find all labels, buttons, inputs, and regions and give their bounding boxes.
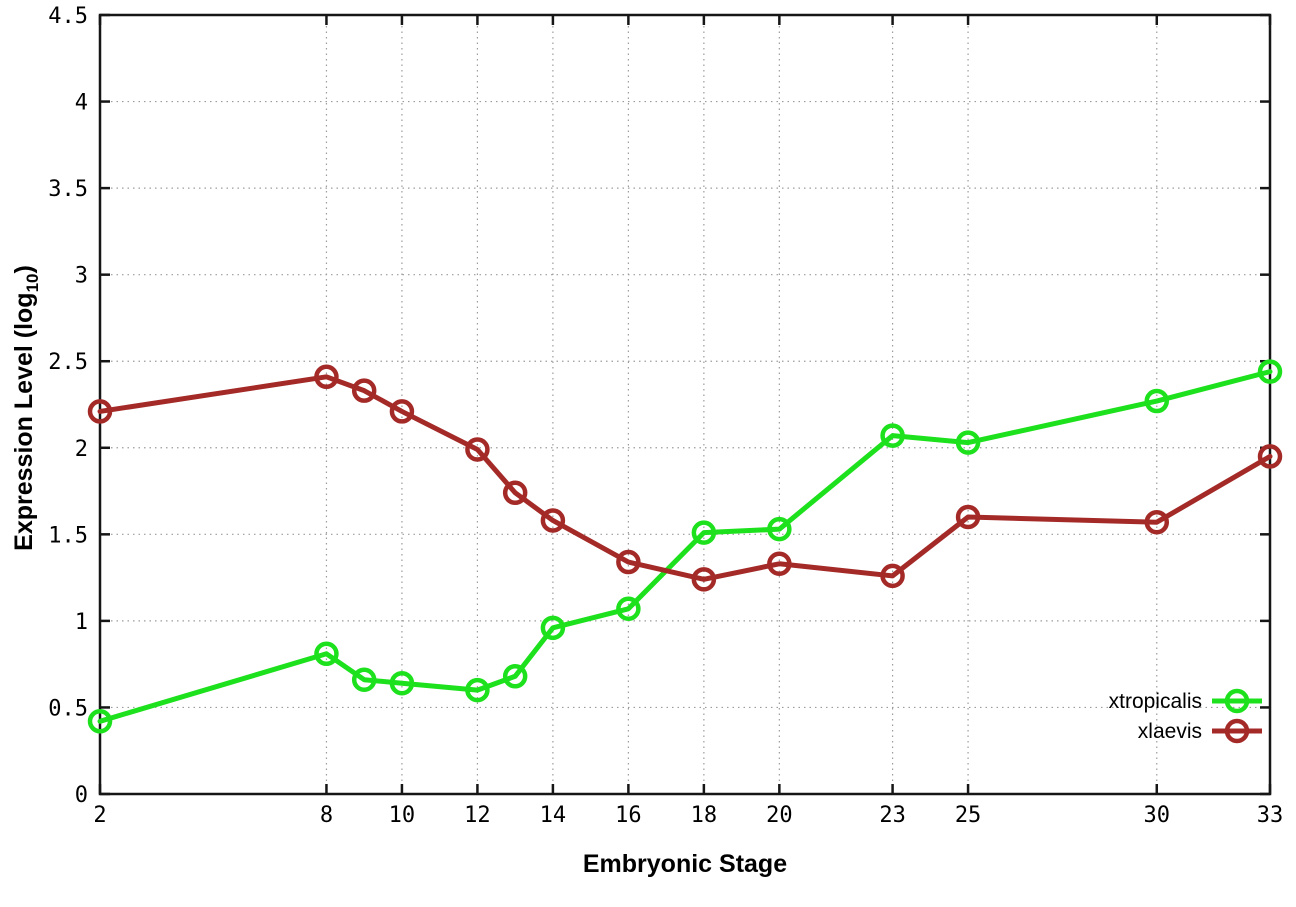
data-point-xlaevis — [880, 563, 905, 589]
x-tick-label: 2 — [93, 803, 106, 828]
data-series — [87, 359, 1283, 734]
data-point-xtropicalis — [502, 664, 528, 689]
data-point-xlaevis — [1144, 509, 1170, 535]
legend: xtropicalis xlaevis — [1109, 688, 1262, 744]
y-tick-label: 4.5 — [48, 4, 88, 29]
x-tick-label: 30 — [1144, 803, 1171, 828]
y-tick-label: 0.5 — [48, 696, 88, 721]
data-point-xlaevis — [465, 437, 490, 462]
data-point-xtropicalis — [691, 520, 717, 545]
data-point-xlaevis — [389, 399, 415, 424]
y-tick-label: 0 — [75, 783, 88, 808]
tick-labels: 2 8 10 12 14 16 18 20 23 25 30 33 0 0.5 1 1.5 2 2.5 3 3.5 4 4… — [48, 4, 1283, 828]
y-axis-title: Expression Level (log10) — [10, 265, 42, 551]
x-tick-label: 18 — [691, 803, 718, 828]
plot-border — [98, 13, 1272, 796]
series-line-xlaevis — [97, 374, 1273, 582]
data-point-xlaevis — [691, 567, 717, 592]
data-point-xtropicalis — [1257, 359, 1283, 384]
series-xtropicalis — [87, 359, 1283, 734]
x-tick-label: 20 — [766, 803, 793, 828]
x-tick-label: 12 — [464, 803, 491, 828]
data-point-xtropicalis — [1144, 388, 1170, 414]
legend-label-xtropicalis: xtropicalis — [1109, 690, 1202, 713]
legend-label-xlaevis: xlaevis — [1138, 720, 1202, 743]
series-xlaevis — [87, 364, 1283, 592]
legend-item-xlaevis: xlaevis — [1138, 718, 1262, 744]
y-tick-label: 3 — [75, 264, 88, 289]
data-point-xlaevis — [87, 399, 113, 424]
data-point-xlaevis — [767, 551, 792, 577]
y-tick-label: 1.5 — [48, 523, 88, 548]
data-point-xlaevis — [351, 378, 377, 403]
data-point-xlaevis — [314, 364, 339, 390]
data-point-xlaevis — [540, 508, 566, 533]
data-point-xlaevis — [616, 549, 641, 575]
data-point-xtropicalis — [314, 641, 339, 667]
data-point-xtropicalis — [465, 677, 490, 703]
data-point-xtropicalis — [540, 615, 566, 641]
x-tick-label: 33 — [1257, 803, 1284, 828]
x-tick-label: 16 — [615, 803, 642, 828]
legend-item-xtropicalis: xtropicalis — [1109, 688, 1262, 714]
data-point-xtropicalis — [351, 667, 377, 692]
data-point-xlaevis — [502, 480, 528, 506]
gridlines — [100, 15, 1270, 794]
x-tick-label: 8 — [320, 803, 333, 828]
x-axis-title: Embryonic Stage — [583, 850, 787, 878]
data-point-xtropicalis — [880, 423, 905, 448]
legend-marker-sample — [1224, 718, 1250, 744]
legend-marker-sample — [1224, 688, 1250, 714]
y-tick-label: 3.5 — [48, 177, 88, 202]
data-point-xlaevis — [955, 504, 981, 530]
data-point-xtropicalis — [955, 430, 981, 455]
y-tick-label: 1 — [75, 610, 88, 635]
data-point-xtropicalis — [767, 516, 792, 542]
data-point-xtropicalis — [616, 596, 641, 622]
y-tick-label: 2 — [75, 437, 88, 462]
data-point-xlaevis — [1257, 444, 1283, 469]
x-tick-label: 25 — [955, 803, 982, 828]
data-point-xtropicalis — [87, 709, 113, 734]
y-tick-label: 4 — [75, 91, 88, 116]
x-tick-label: 14 — [540, 803, 567, 828]
y-tick-label: 2.5 — [48, 350, 88, 375]
axes — [98, 13, 1272, 796]
x-tick-label: 23 — [879, 803, 906, 828]
series-line-xtropicalis — [97, 369, 1273, 724]
x-tick-label: 10 — [389, 803, 416, 828]
data-point-xtropicalis — [389, 670, 415, 696]
